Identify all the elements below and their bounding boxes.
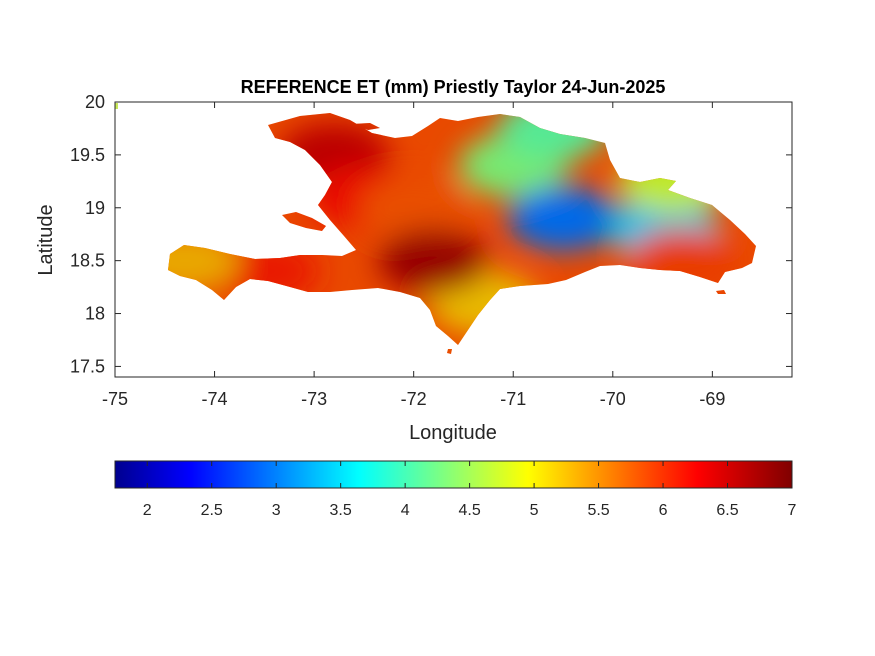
colorbar-tick-label: 5 <box>530 502 539 519</box>
y-axis-label: Latitude <box>35 204 57 275</box>
x-tick-label: -75 <box>102 389 128 409</box>
colorbar-tick-label: 6.5 <box>716 502 738 519</box>
colorbar-tick-label: 2 <box>143 502 152 519</box>
x-tick-label: -69 <box>699 389 725 409</box>
y-tick-label: 19.5 <box>70 145 105 165</box>
y-tick-label: 18.5 <box>70 251 105 271</box>
colorbar-tick-label: 3 <box>272 502 281 519</box>
x-tick-label: -72 <box>401 389 427 409</box>
y-tick-label: 19 <box>85 198 105 218</box>
colorbar-tick-label: 7 <box>788 502 797 519</box>
colorbar-tick-label: 4.5 <box>458 502 480 519</box>
x-axis: -75 -74 -73 -72 -71 -70 -69 <box>102 102 725 409</box>
colorbar-tick-label: 6 <box>659 502 668 519</box>
y-tick-label: 17.5 <box>70 356 105 376</box>
colorbar-tick-label: 3.5 <box>330 502 352 519</box>
y-tick-label: 20 <box>85 92 105 112</box>
colorbar: 2 2.5 3 3.5 4 4.5 5 5.5 6 6.5 7 <box>114 460 797 519</box>
corner-pixel <box>115 103 118 109</box>
colorbar-tick-label: 2.5 <box>201 502 223 519</box>
colorbar-tick-label: 5.5 <box>587 502 609 519</box>
x-tick-label: -70 <box>600 389 626 409</box>
x-tick-label: -73 <box>301 389 327 409</box>
x-tick-label: -71 <box>500 389 526 409</box>
axes-box <box>114 101 793 378</box>
colorbar-tick-label: 4 <box>401 502 410 519</box>
x-axis-label: Longitude <box>409 422 497 444</box>
chart-title: REFERENCE ET (mm) Priestly Taylor 24-Jun… <box>241 77 666 97</box>
x-tick-label: -74 <box>202 389 228 409</box>
y-tick-label: 18 <box>85 304 105 324</box>
plot-area: -75 -74 -73 -72 -71 -70 -69 17.5 18 18.5 19 19.5 20 <box>70 92 793 409</box>
colorbar-gradient <box>114 460 793 489</box>
colorbar-ticks: 2 2.5 3 3.5 4 4.5 5 5.5 6 6.5 7 <box>143 461 797 519</box>
y-axis: 17.5 18 18.5 19 19.5 20 <box>70 92 792 376</box>
